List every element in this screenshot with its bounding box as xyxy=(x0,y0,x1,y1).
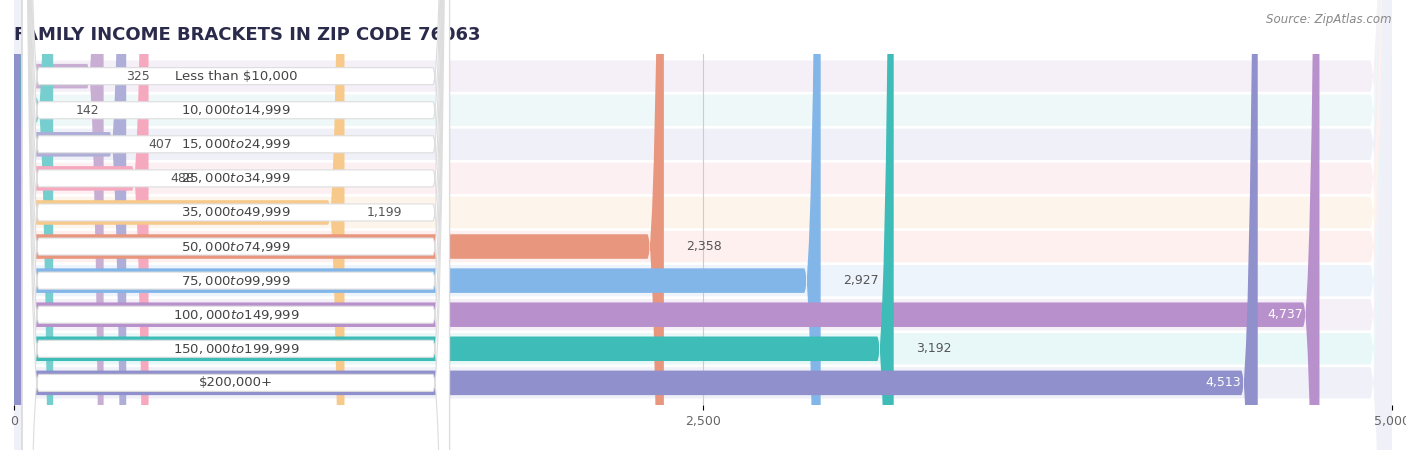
FancyBboxPatch shape xyxy=(22,0,450,450)
FancyBboxPatch shape xyxy=(14,0,1392,450)
Text: $200,000+: $200,000+ xyxy=(198,376,273,389)
FancyBboxPatch shape xyxy=(22,0,450,450)
Text: $10,000 to $14,999: $10,000 to $14,999 xyxy=(181,103,291,117)
FancyBboxPatch shape xyxy=(14,0,894,450)
Text: 3,192: 3,192 xyxy=(915,342,952,355)
FancyBboxPatch shape xyxy=(14,0,664,450)
FancyBboxPatch shape xyxy=(14,0,1392,450)
FancyBboxPatch shape xyxy=(14,0,1392,450)
Text: $150,000 to $199,999: $150,000 to $199,999 xyxy=(173,342,299,356)
FancyBboxPatch shape xyxy=(14,0,1392,450)
Text: $25,000 to $34,999: $25,000 to $34,999 xyxy=(181,171,291,185)
Text: Source: ZipAtlas.com: Source: ZipAtlas.com xyxy=(1267,14,1392,27)
Text: 325: 325 xyxy=(125,70,149,83)
Text: $100,000 to $149,999: $100,000 to $149,999 xyxy=(173,308,299,322)
FancyBboxPatch shape xyxy=(14,0,1319,450)
Text: 407: 407 xyxy=(148,138,172,151)
FancyBboxPatch shape xyxy=(22,0,450,450)
FancyBboxPatch shape xyxy=(14,0,104,450)
Text: $50,000 to $74,999: $50,000 to $74,999 xyxy=(181,239,291,253)
FancyBboxPatch shape xyxy=(22,0,450,450)
Text: 4,737: 4,737 xyxy=(1267,308,1303,321)
Text: 142: 142 xyxy=(76,104,98,117)
Text: Less than $10,000: Less than $10,000 xyxy=(174,70,297,83)
FancyBboxPatch shape xyxy=(14,0,149,450)
FancyBboxPatch shape xyxy=(22,0,450,450)
FancyBboxPatch shape xyxy=(22,0,450,450)
FancyBboxPatch shape xyxy=(14,0,821,450)
Text: 488: 488 xyxy=(170,172,194,185)
Text: 4,513: 4,513 xyxy=(1205,376,1241,389)
FancyBboxPatch shape xyxy=(14,0,127,450)
FancyBboxPatch shape xyxy=(14,0,1392,450)
FancyBboxPatch shape xyxy=(14,0,1392,450)
FancyBboxPatch shape xyxy=(22,0,450,450)
Text: 1,199: 1,199 xyxy=(367,206,402,219)
FancyBboxPatch shape xyxy=(22,0,450,450)
Text: 2,927: 2,927 xyxy=(842,274,879,287)
FancyBboxPatch shape xyxy=(14,0,1392,450)
Text: $35,000 to $49,999: $35,000 to $49,999 xyxy=(181,206,291,220)
FancyBboxPatch shape xyxy=(14,0,53,450)
FancyBboxPatch shape xyxy=(14,0,1258,450)
Text: $75,000 to $99,999: $75,000 to $99,999 xyxy=(181,274,291,288)
Text: FAMILY INCOME BRACKETS IN ZIP CODE 76063: FAMILY INCOME BRACKETS IN ZIP CODE 76063 xyxy=(14,26,481,44)
FancyBboxPatch shape xyxy=(14,0,1392,450)
FancyBboxPatch shape xyxy=(22,0,450,450)
FancyBboxPatch shape xyxy=(14,0,344,450)
Text: $15,000 to $24,999: $15,000 to $24,999 xyxy=(181,137,291,151)
FancyBboxPatch shape xyxy=(14,0,1392,450)
FancyBboxPatch shape xyxy=(22,0,450,450)
FancyBboxPatch shape xyxy=(14,0,1392,450)
Text: 2,358: 2,358 xyxy=(686,240,721,253)
